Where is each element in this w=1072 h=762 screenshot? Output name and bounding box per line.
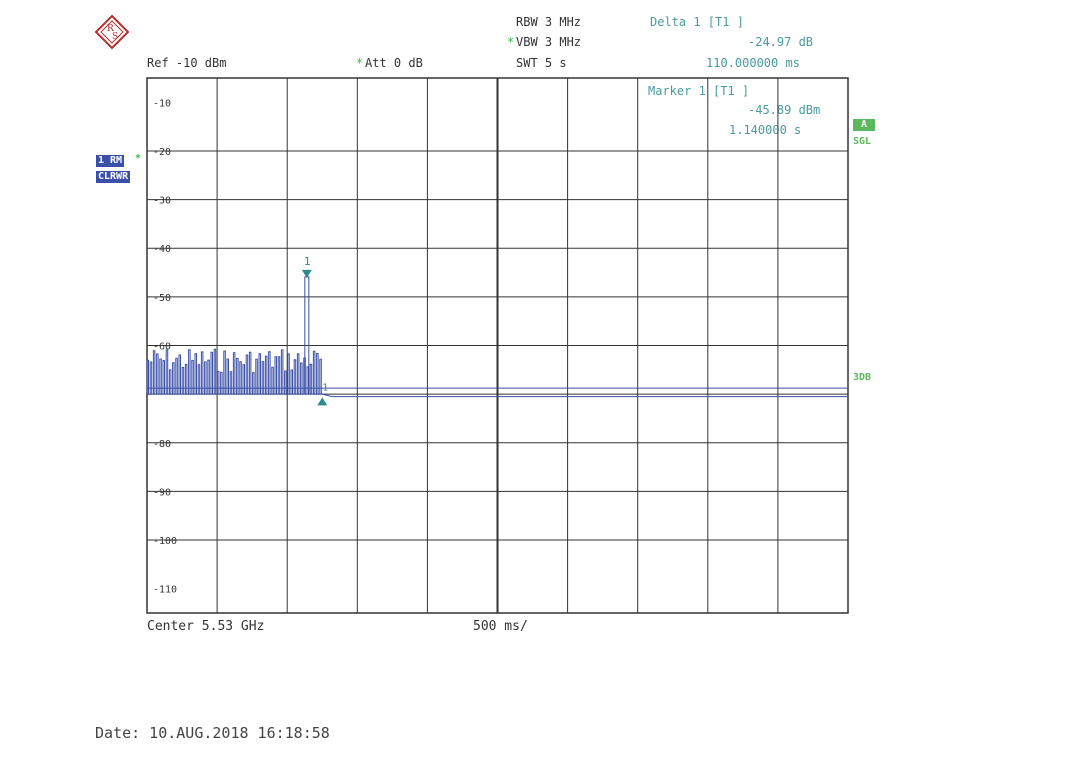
ref-level-label: Ref -10 dBm (147, 56, 227, 70)
delta-1-label: 1 (322, 382, 328, 393)
trace-1-box: 1 RM (96, 155, 125, 167)
y-tick-label: -20 (153, 147, 171, 158)
attenuation-label: Att 0 dB (365, 56, 423, 70)
marker-title: Marker 1 [T1 ] (648, 84, 750, 98)
marker-1-triangle (301, 269, 312, 278)
date-stamp: Date: 10.AUG.2018 16:18:58 (95, 724, 330, 742)
y-tick-label: -100 (153, 536, 177, 547)
marker-value: -45.89 dBm (748, 103, 821, 117)
3db-label: 3DB (853, 372, 872, 383)
y-tick-label: -90 (153, 487, 171, 498)
delta-marker-time: 110.000000 ms (706, 56, 800, 70)
trace-line (146, 348, 848, 398)
svg-text:R: R (107, 24, 114, 34)
svg-text:S: S (112, 32, 118, 42)
delta-marker-title: Delta 1 [T1 ] (650, 15, 744, 29)
rs-logo: R S (94, 14, 130, 50)
y-tick-label: -50 (153, 293, 171, 304)
y-tick-label: -110 (153, 585, 177, 596)
trace-mode-box: CLRWR (96, 171, 131, 183)
y-tick-label: -80 (153, 439, 171, 450)
y-tick-label: -10 (153, 98, 171, 109)
span-per-division: 500 ms/ (473, 619, 528, 634)
swt-label: SWT 5 s (516, 56, 567, 70)
vbw-label: VBW 3 MHz (516, 35, 582, 49)
delta-1-triangle (317, 397, 328, 406)
trace-star: * (135, 153, 142, 164)
att-star: * (356, 56, 364, 70)
rbw-label: RBW 3 MHz (516, 15, 582, 29)
delta-marker-value: -24.97 dB (748, 35, 814, 49)
center-frequency: Center 5.53 GHz (147, 619, 265, 634)
y-tick-label: -40 (153, 244, 171, 255)
marker-1-label: 1 (304, 255, 311, 268)
vbw-star: * (507, 35, 515, 49)
sgl-label: SGL (853, 136, 872, 147)
marker-time: 1.140000 s (729, 123, 802, 137)
y-tick-label: -60 (153, 342, 171, 353)
a-box: A (853, 119, 876, 131)
y-tick-label: -30 (153, 196, 171, 207)
